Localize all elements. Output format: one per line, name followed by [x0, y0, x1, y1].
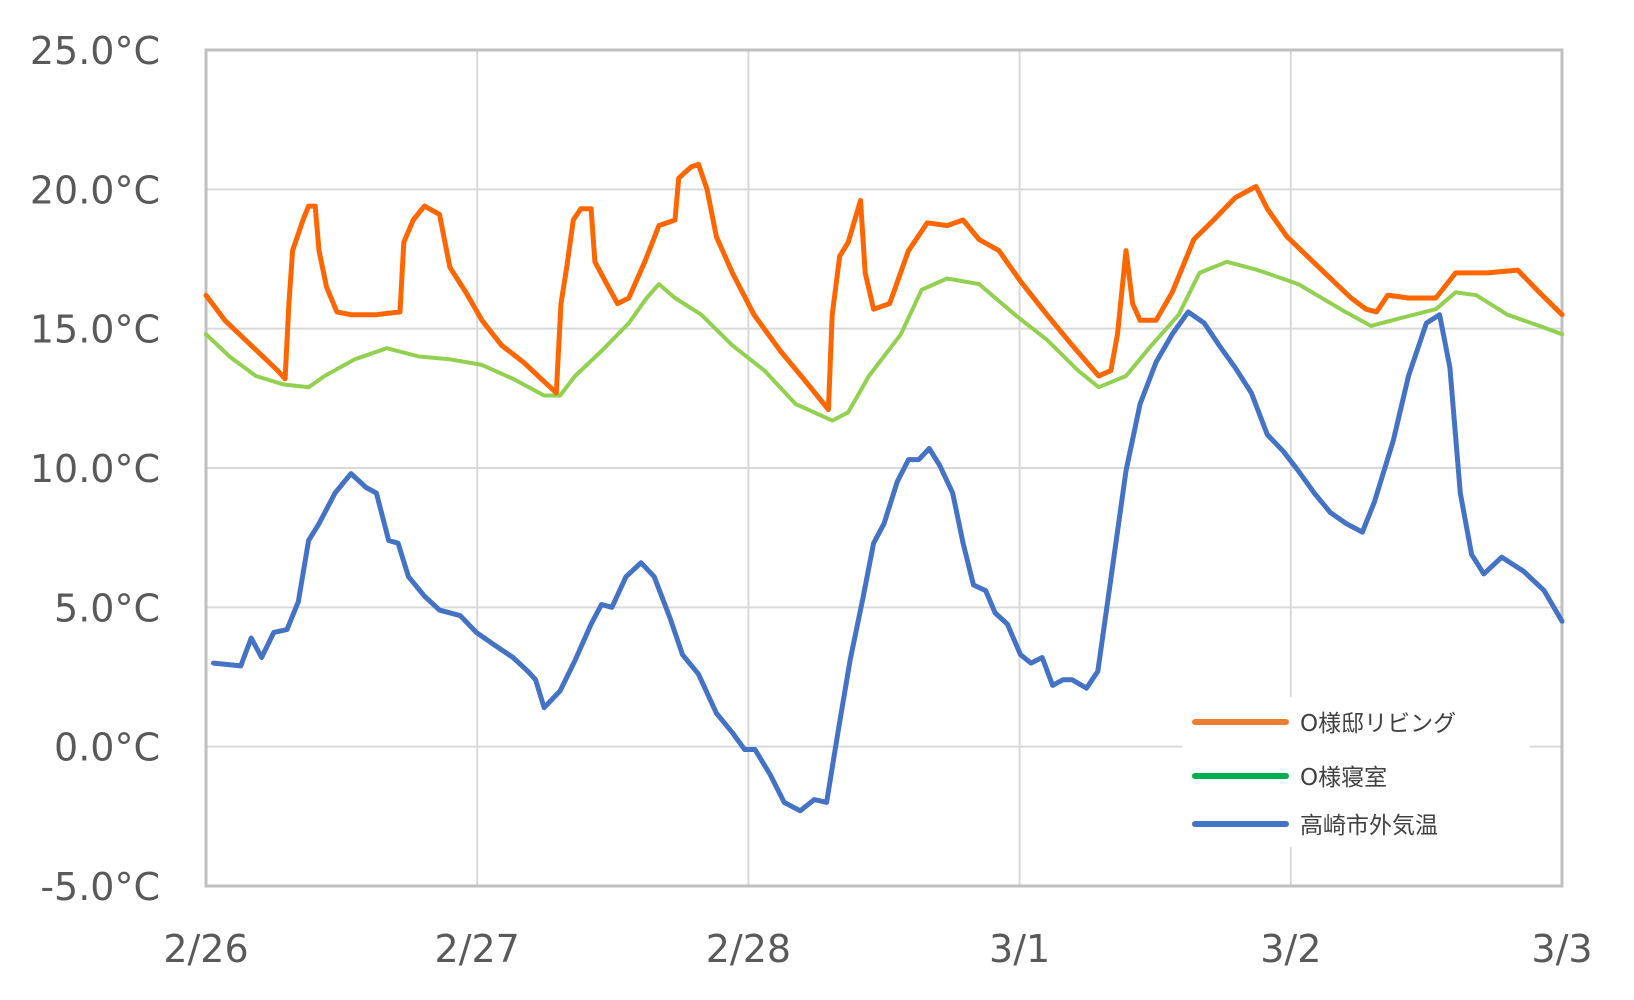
series-lines: [203, 161, 1565, 814]
x-axis-tick-labels: 2/26 2/27 2/28 3/1 3/2 3/3: [163, 927, 1592, 971]
x-tick-label: 3/1: [989, 927, 1050, 971]
x-tick-label: 2/28: [706, 927, 791, 971]
x-tick-label: 3/3: [1531, 927, 1592, 971]
x-tick-label: 3/2: [1260, 927, 1321, 971]
y-tick-label: 10.0°C: [30, 447, 160, 491]
y-tick-label: 5.0°C: [54, 586, 160, 630]
x-tick-label: 2/27: [435, 927, 520, 971]
series-line-1: [204, 259, 1564, 423]
legend-label: 高崎市外気温: [1300, 813, 1438, 839]
series-line-0: [203, 161, 1565, 412]
y-axis-tick-labels: 25.0°C 20.0°C 15.0°C 10.0°C 5.0°C 0.0°C -5.0°C: [30, 29, 160, 909]
x-tick-label: 2/26: [163, 927, 248, 971]
series-line-2: [211, 309, 1565, 814]
y-tick-label: 20.0°C: [30, 168, 160, 212]
legend-label: O様寝室: [1300, 765, 1387, 791]
y-tick-label: 25.0°C: [30, 29, 160, 73]
gridlines: [206, 50, 1562, 886]
legend-label: O様邸リビング: [1300, 711, 1456, 737]
plot-area-border: [204, 48, 1564, 888]
y-tick-label: 0.0°C: [54, 726, 160, 770]
y-tick-label: -5.0°C: [40, 865, 160, 909]
y-tick-label: 15.0°C: [30, 308, 160, 352]
